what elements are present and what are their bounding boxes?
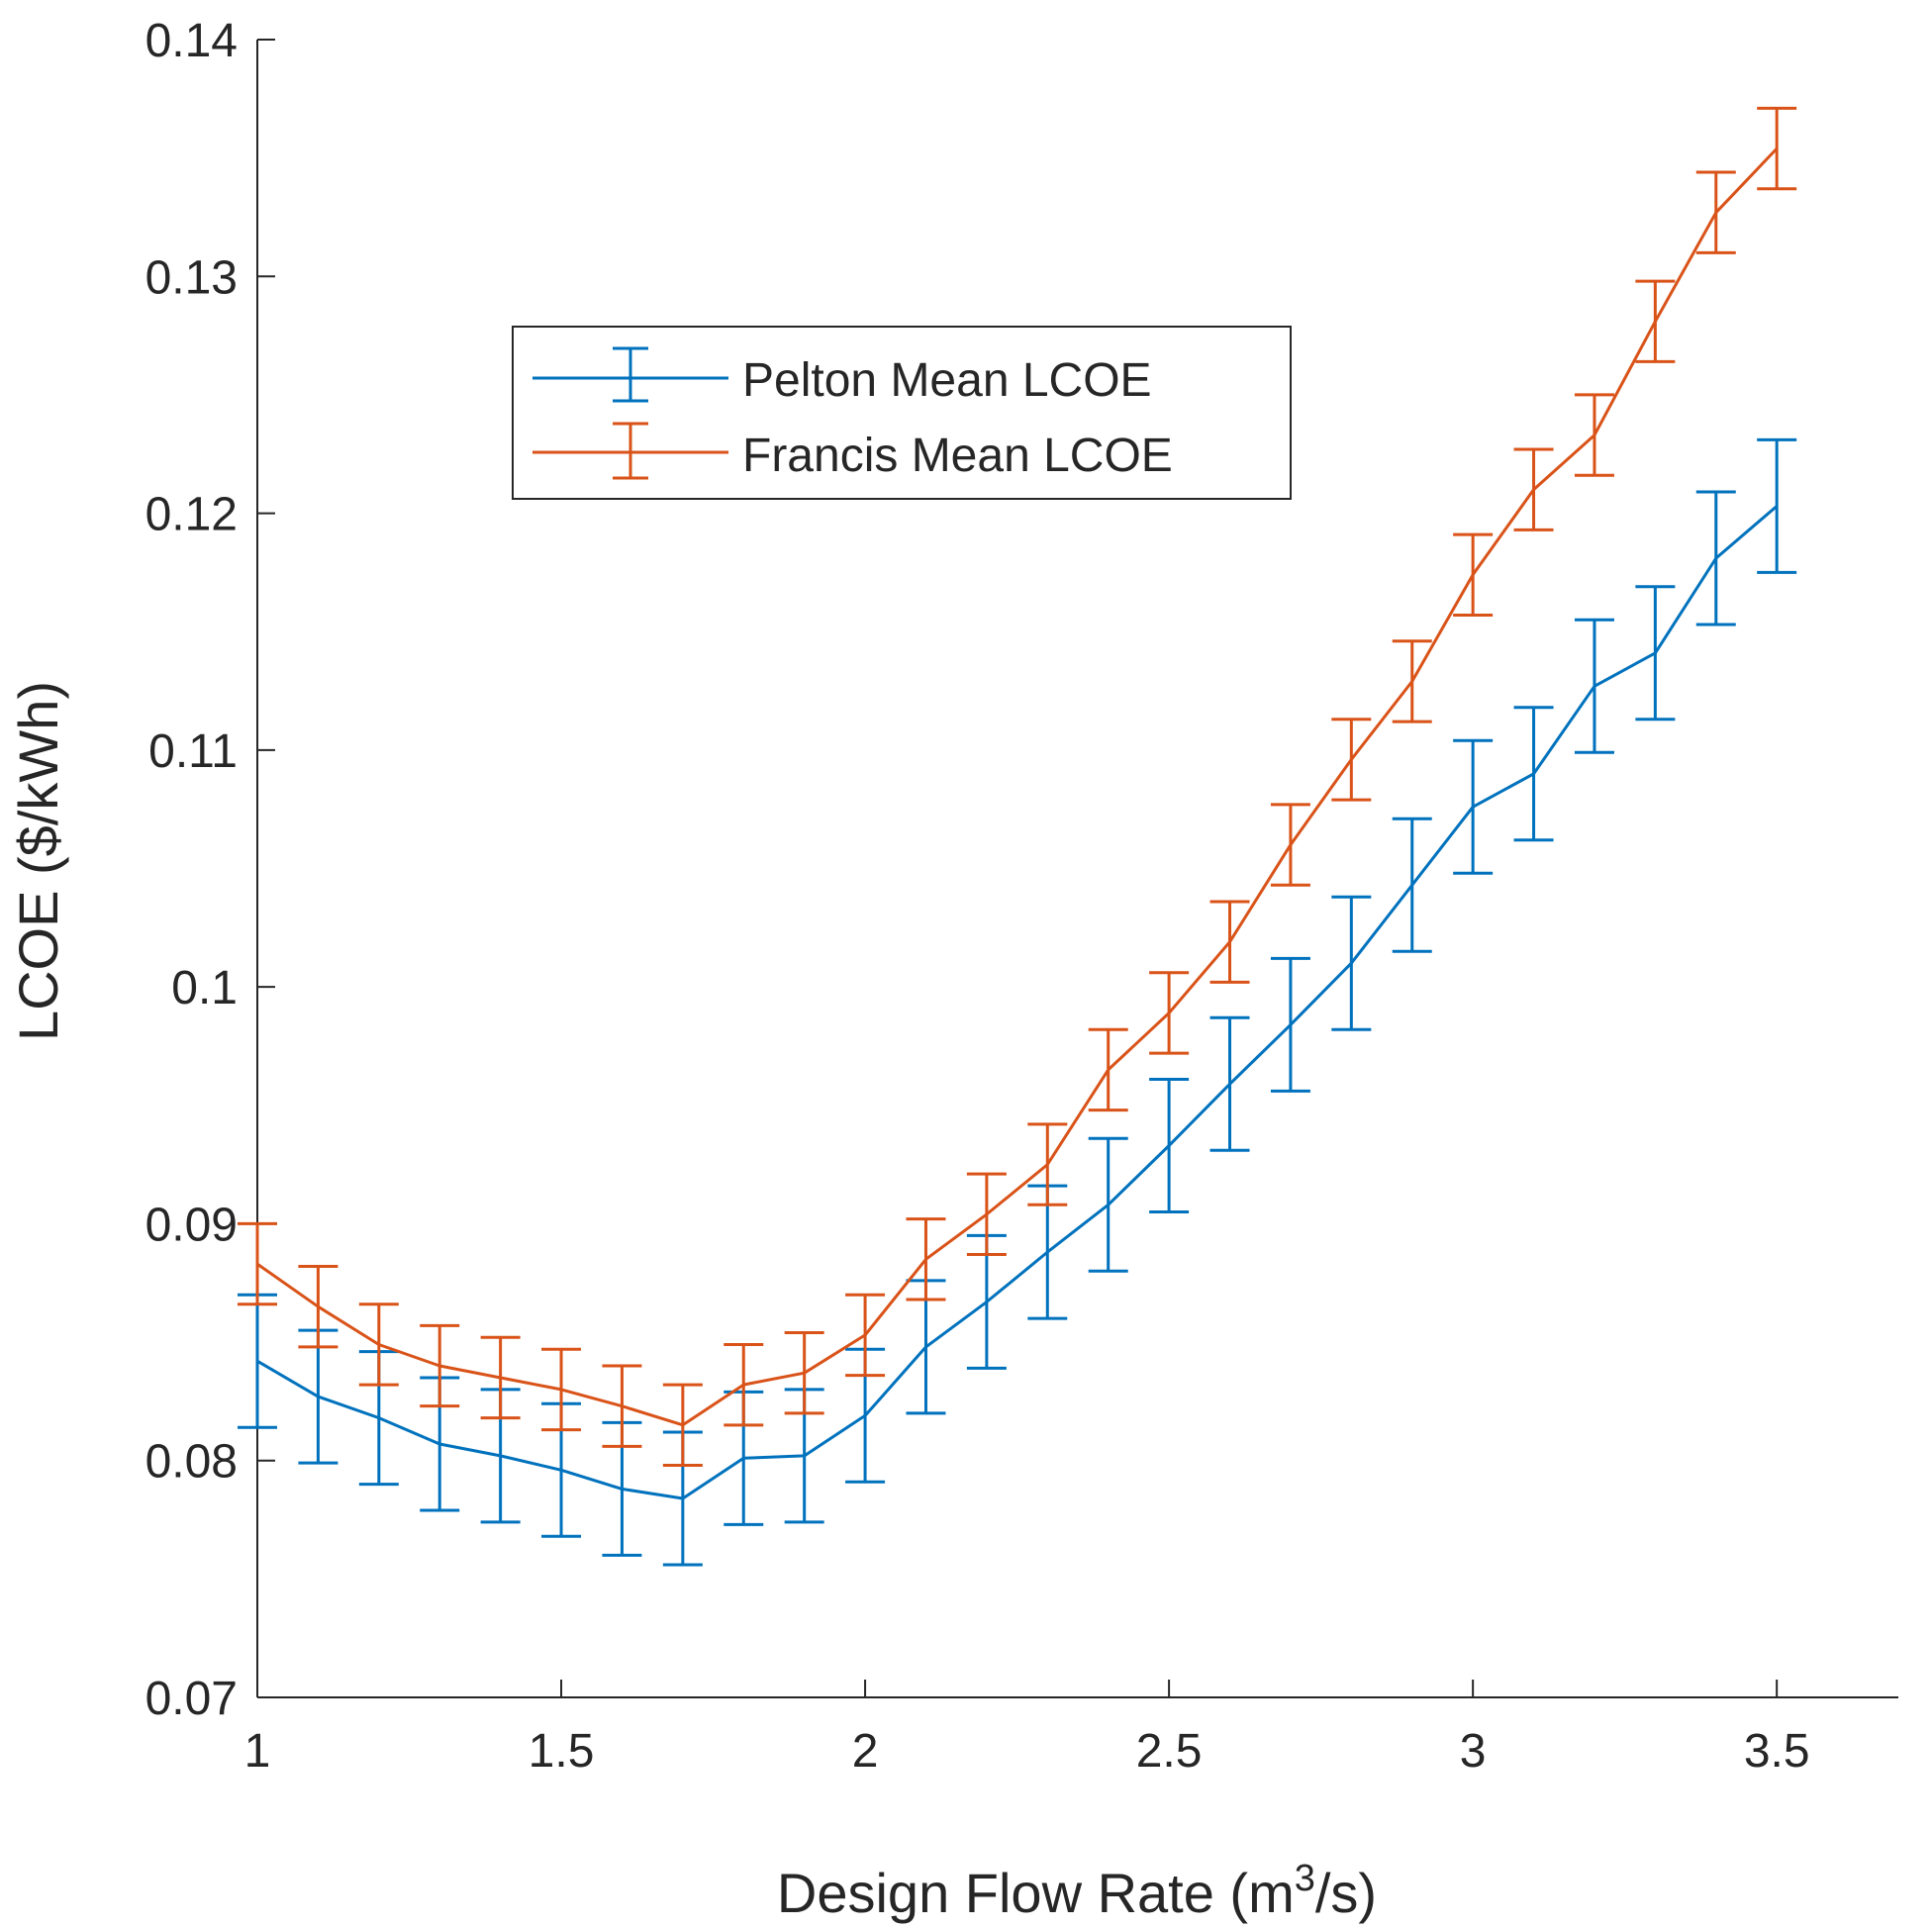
y-tick-label-4: 0.11 <box>148 725 238 778</box>
y-tick-label-0: 0.07 <box>145 1673 238 1725</box>
x-tick-label-4: 3 <box>1460 1725 1487 1778</box>
x-tick-label-1: 1.5 <box>529 1725 595 1778</box>
y-tick-label-1: 0.08 <box>145 1436 238 1489</box>
series-layer <box>238 106 1797 1567</box>
series-1 <box>238 106 1797 1467</box>
y-tick-label-2: 0.09 <box>145 1199 238 1251</box>
y-tick-label-3: 0.1 <box>171 962 238 1014</box>
x-tick-label-3: 2.5 <box>1136 1725 1203 1778</box>
x-axis-label: Design Flow Rate (m3/s) <box>777 1858 1377 1924</box>
x-tick-label-0: 1 <box>244 1725 271 1778</box>
x-tick-label-5: 3.5 <box>1744 1725 1810 1778</box>
legend-entry-francis: Francis Mean LCOE <box>532 422 1173 482</box>
x-axis-label-main: Design Flow Rate (m <box>777 1862 1295 1924</box>
legend-entry-pelton: Pelton Mean LCOE <box>532 346 1152 407</box>
axes: 1 1.5 2 2.5 3 3.5 0.07 0.08 0.09 0.1 0.11 0.12 0.13 0… <box>145 15 1898 1778</box>
y-axis-label: LCOE ($/kWh) <box>7 681 69 1041</box>
y-tick-label-5: 0.12 <box>145 489 238 541</box>
legend-label-francis: Francis Mean LCOE <box>742 430 1173 482</box>
legend-box <box>512 326 1292 500</box>
y-tick-label-6: 0.13 <box>145 251 238 304</box>
series-line-0 <box>256 505 1779 1500</box>
series-line-1 <box>256 147 1779 1427</box>
x-tick-label-2: 2 <box>852 1725 879 1778</box>
legend: Pelton Mean LCOE Francis Mean LCOE <box>512 326 1292 500</box>
x-axis-label-suffix: /s) <box>1315 1862 1377 1924</box>
legend-label-pelton: Pelton Mean LCOE <box>742 354 1152 407</box>
x-axis-label-superscript: 3 <box>1295 1858 1315 1899</box>
y-tick-label-7: 0.14 <box>145 15 238 67</box>
